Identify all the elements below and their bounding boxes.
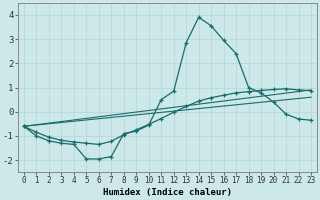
X-axis label: Humidex (Indice chaleur): Humidex (Indice chaleur) [103,188,232,197]
